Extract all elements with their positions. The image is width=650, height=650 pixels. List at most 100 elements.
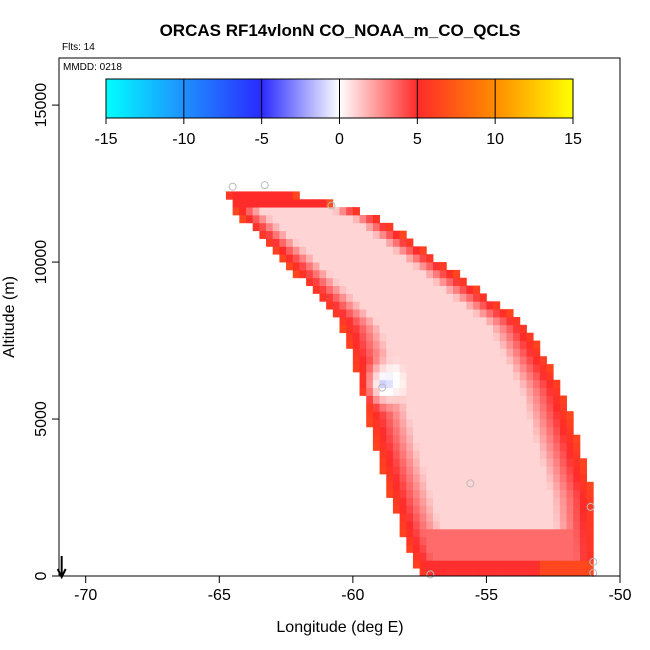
heatmap-cell — [499, 536, 507, 546]
heatmap-cell — [526, 387, 534, 396]
heatmap-cell — [519, 497, 527, 506]
heatmap-cell — [566, 450, 574, 459]
heatmap-cell — [406, 434, 414, 443]
heatmap-cell — [426, 379, 434, 389]
heatmap-cell — [533, 364, 541, 373]
heatmap-cell — [499, 379, 507, 389]
heatmap-cell — [326, 269, 334, 279]
heatmap-cell — [372, 262, 380, 271]
heatmap-cell — [406, 371, 414, 381]
heatmap-cell — [399, 262, 407, 271]
heatmap-cell — [439, 309, 447, 318]
y-tick-label: 10000 — [33, 240, 50, 285]
heatmap-cell — [446, 426, 454, 436]
heatmap-cell — [559, 505, 567, 514]
heatmap-cell — [379, 324, 387, 334]
heatmap-cell — [239, 207, 247, 216]
heatmap-cell — [399, 285, 407, 294]
heatmap-cell — [366, 379, 374, 389]
heatmap-cell — [519, 552, 527, 561]
heatmap-cell — [533, 568, 541, 577]
heatmap-cell — [486, 387, 494, 396]
heatmap-cell — [419, 364, 427, 373]
heatmap-cell — [513, 364, 521, 373]
heatmap-cell — [506, 434, 514, 443]
heatmap-cell — [426, 560, 434, 569]
heatmap-cell — [392, 262, 401, 271]
heatmap-cell — [559, 411, 567, 420]
heatmap-cell — [359, 348, 367, 357]
heatmap-cell — [399, 442, 407, 451]
heatmap-cell — [499, 395, 507, 404]
heatmap-cell — [392, 364, 401, 373]
heatmap-cell — [419, 254, 427, 263]
heatmap-cell — [379, 332, 387, 341]
heatmap-cell — [573, 497, 581, 506]
heatmap-cell — [546, 513, 554, 522]
heatmap-cell — [526, 379, 534, 389]
heatmap-cell — [479, 317, 487, 326]
heatmap-cell — [433, 395, 441, 404]
heatmap-cell — [299, 222, 307, 232]
heatmap-cell — [546, 473, 554, 483]
heatmap-cell — [419, 387, 427, 396]
heatmap-cell — [279, 207, 287, 216]
heatmap-cell — [519, 356, 527, 365]
heatmap-cell — [426, 262, 434, 271]
heatmap-cell — [446, 536, 454, 546]
heatmap-cell — [412, 411, 421, 420]
heatmap-cell — [553, 395, 561, 404]
heatmap-cell — [513, 419, 521, 428]
heatmap-cell — [352, 222, 360, 232]
heatmap-cell — [366, 277, 374, 287]
heatmap-cell — [506, 497, 514, 506]
heatmap-cell — [566, 466, 574, 475]
heatmap-cell — [359, 379, 367, 389]
heatmap-cell — [579, 568, 588, 577]
heatmap-cell — [546, 521, 554, 530]
heatmap-cell — [506, 364, 514, 373]
heatmap-cell — [399, 403, 407, 412]
heatmap-cell — [586, 536, 594, 546]
heatmap-cell — [446, 348, 454, 357]
heatmap-cell — [412, 521, 421, 530]
heatmap-cell — [513, 560, 521, 569]
heatmap-cell — [506, 324, 514, 334]
heatmap-cell — [312, 214, 320, 224]
heatmap-cell — [566, 411, 574, 420]
heatmap-cell — [513, 317, 521, 326]
heatmap-cell — [499, 434, 507, 443]
x-tick-label: -65 — [208, 587, 231, 604]
heatmap-cell — [339, 238, 347, 247]
heatmap-cell — [379, 371, 387, 381]
heatmap-cell — [579, 481, 588, 491]
heatmap-cell — [573, 560, 581, 569]
heatmap-cell — [392, 442, 401, 451]
heatmap-cell — [446, 364, 454, 373]
heatmap-cell — [499, 364, 507, 373]
heatmap-cell — [533, 387, 541, 396]
heatmap-cell — [439, 481, 447, 491]
heatmap-cell — [339, 285, 347, 294]
heatmap-cell — [473, 356, 481, 365]
heatmap-cell — [332, 254, 340, 263]
heatmap-cell — [539, 364, 547, 373]
heatmap-cell — [473, 411, 481, 420]
heatmap-cell — [326, 293, 334, 302]
heatmap-cell — [392, 269, 401, 279]
heatmap-cell — [286, 214, 294, 224]
heatmap-cell — [559, 426, 567, 436]
heatmap-cell — [292, 191, 300, 200]
heatmap-cell — [566, 458, 574, 467]
heatmap-cell — [466, 348, 474, 357]
heatmap-cell — [513, 434, 521, 443]
heatmap-cell — [346, 285, 354, 294]
heatmap-cell — [406, 513, 414, 522]
heatmap-cell — [526, 332, 534, 341]
heatmap-cell — [499, 560, 507, 569]
heatmap-cell — [439, 379, 447, 389]
heatmap-cell — [366, 356, 374, 365]
heatmap-cell — [473, 285, 481, 294]
heatmap-cell — [513, 450, 521, 459]
heatmap-cell — [412, 387, 421, 396]
